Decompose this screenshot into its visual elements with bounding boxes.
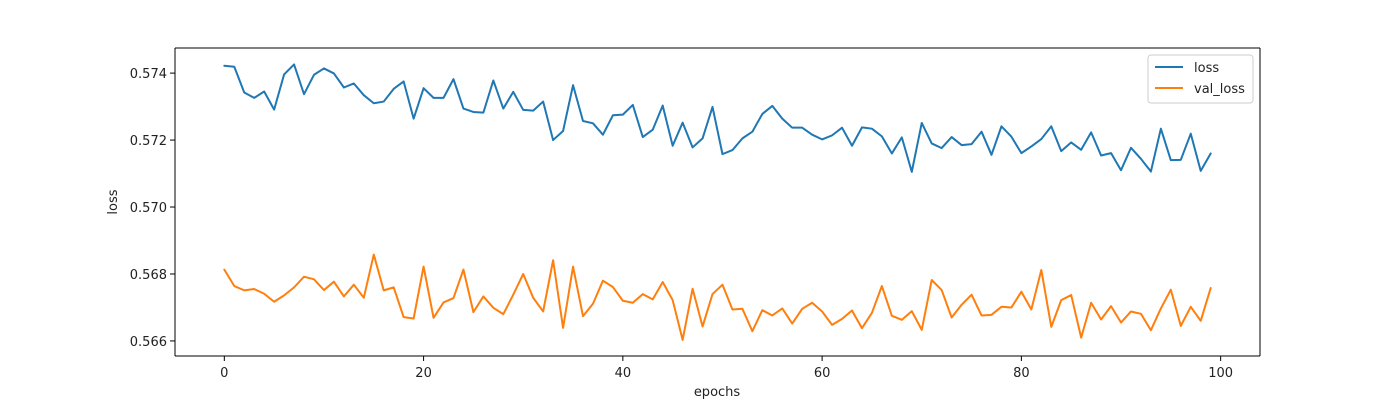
x-tick-label: 40 xyxy=(615,366,632,381)
series-line-val-loss xyxy=(223,253,1212,341)
y-axis-ticks: 0.566 0.568 0.570 0.572 0.574 xyxy=(130,67,175,350)
series-layer xyxy=(223,63,1212,341)
x-tick-label: 100 xyxy=(1208,366,1233,381)
legend-label-loss: loss xyxy=(1194,61,1219,76)
y-tick-label: 0.574 xyxy=(130,67,167,82)
y-tick-label: 0.566 xyxy=(130,335,167,350)
y-tick-label: 0.568 xyxy=(130,268,167,283)
x-axis-ticks: 0 20 40 60 80 100 xyxy=(220,356,1233,381)
y-axis-label: loss xyxy=(106,189,121,214)
series-line-loss xyxy=(223,63,1212,173)
plot-area xyxy=(175,48,1260,356)
x-tick-label: 60 xyxy=(814,366,831,381)
x-tick-label: 20 xyxy=(415,366,432,381)
axes-frame xyxy=(174,47,1261,357)
legend-label-val-loss: val_loss xyxy=(1194,82,1245,97)
x-tick-label: 80 xyxy=(1013,366,1030,381)
x-tick-label: 0 xyxy=(220,366,228,381)
legend: loss val_loss xyxy=(1147,54,1254,104)
y-tick-label: 0.570 xyxy=(130,201,167,216)
y-tick-label: 0.572 xyxy=(130,134,167,149)
x-axis-label: epochs xyxy=(694,385,741,400)
